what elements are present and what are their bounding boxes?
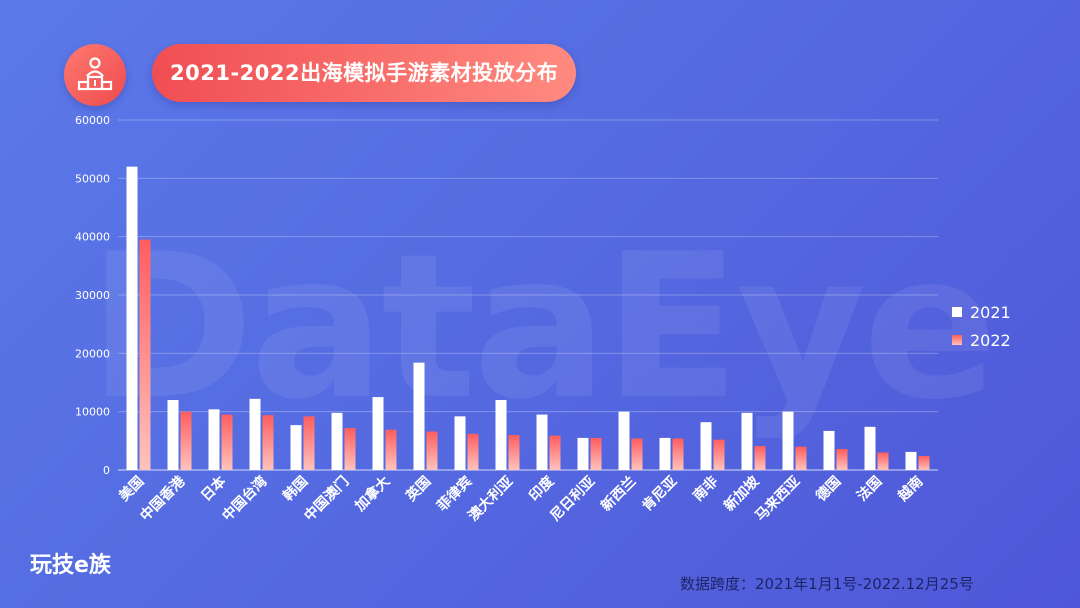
bar-2022 [795,446,807,470]
bar-2021 [167,400,179,470]
bar-2021 [864,426,876,470]
bar-2021 [823,430,835,470]
x-tick-label: 日本 [198,472,231,505]
x-tick-label: 新西兰 [598,473,640,515]
y-tick-label: 50000 [75,172,110,185]
bar-2022 [385,429,397,470]
bar-2022 [877,452,889,470]
bar-2022 [303,416,315,470]
bar-2022 [344,428,356,470]
y-tick-label: 0 [103,464,110,477]
x-tick-label: 加拿大 [351,473,393,515]
bar-2022 [836,449,848,470]
bar-2022 [467,433,479,470]
bar-2022 [549,435,561,470]
bar-2022 [508,435,520,470]
bar-2021 [454,416,466,470]
bar-2022 [713,439,725,470]
bar-2022 [139,239,151,470]
bar-2022 [590,437,602,470]
x-tick-label: 英国 [402,473,435,506]
legend-swatch [952,335,962,345]
legend-swatch [952,307,962,317]
bar-2022 [221,414,233,470]
x-tick-label: 德国 [813,473,845,505]
bar-2021 [372,397,384,470]
x-tick-label: 中国台湾 [219,473,271,525]
x-tick-label: 韩国 [280,473,312,505]
bar-2022 [672,438,684,470]
y-tick-label: 30000 [75,289,110,302]
x-tick-label: 尼日利亚 [547,473,599,525]
x-tick-label: 肯尼亚 [639,473,681,515]
bar-2021 [126,166,138,470]
bar-2021 [741,412,753,470]
chart-title: 2021-2022出海模拟手游素材投放分布 [170,61,559,85]
bar-2021 [536,414,548,470]
x-tick-label: 马来西亚 [752,474,803,525]
y-tick-label: 20000 [75,347,110,360]
title-banner [152,44,576,102]
bar-2021 [577,437,589,470]
bar-2021 [659,437,671,470]
bar-2021 [249,398,261,470]
bar-2022 [180,411,192,470]
podium-icon [64,44,126,106]
bar-2021 [208,409,220,470]
x-tick-label: 中国香港 [137,472,189,524]
bar-2021 [495,400,507,470]
legend-label: 2021 [970,303,1011,322]
bar-2021 [331,412,343,470]
bar-2021 [782,411,794,470]
bar-2021 [413,362,425,470]
x-tick-label: 澳大利亚 [465,473,517,525]
bar-2022 [754,446,766,470]
bar-2022 [631,438,643,470]
x-tick-label: 中国澳门 [301,473,353,525]
brand-logo: 玩技e族 [30,553,111,578]
bar-2021 [290,425,302,470]
y-tick-label: 60000 [75,114,110,127]
x-tick-label: 越南 [894,473,927,506]
data-range-note: 数据跨度：2021年1月1号-2022.12月25号 [680,575,974,593]
y-tick-label: 40000 [75,231,110,244]
bar-2022 [918,456,930,470]
bar-2021 [618,411,630,470]
bar-2022 [262,415,274,470]
x-tick-label: 法国 [854,473,886,505]
x-tick-label: 美国 [116,473,148,505]
y-tick-label: 10000 [75,406,110,419]
x-tick-label: 印度 [526,472,559,505]
legend-label: 2022 [970,331,1011,350]
bar-2021 [700,422,712,470]
bar-2021 [905,451,917,470]
bar-2022 [426,431,438,470]
x-tick-label: 南非 [690,473,722,505]
